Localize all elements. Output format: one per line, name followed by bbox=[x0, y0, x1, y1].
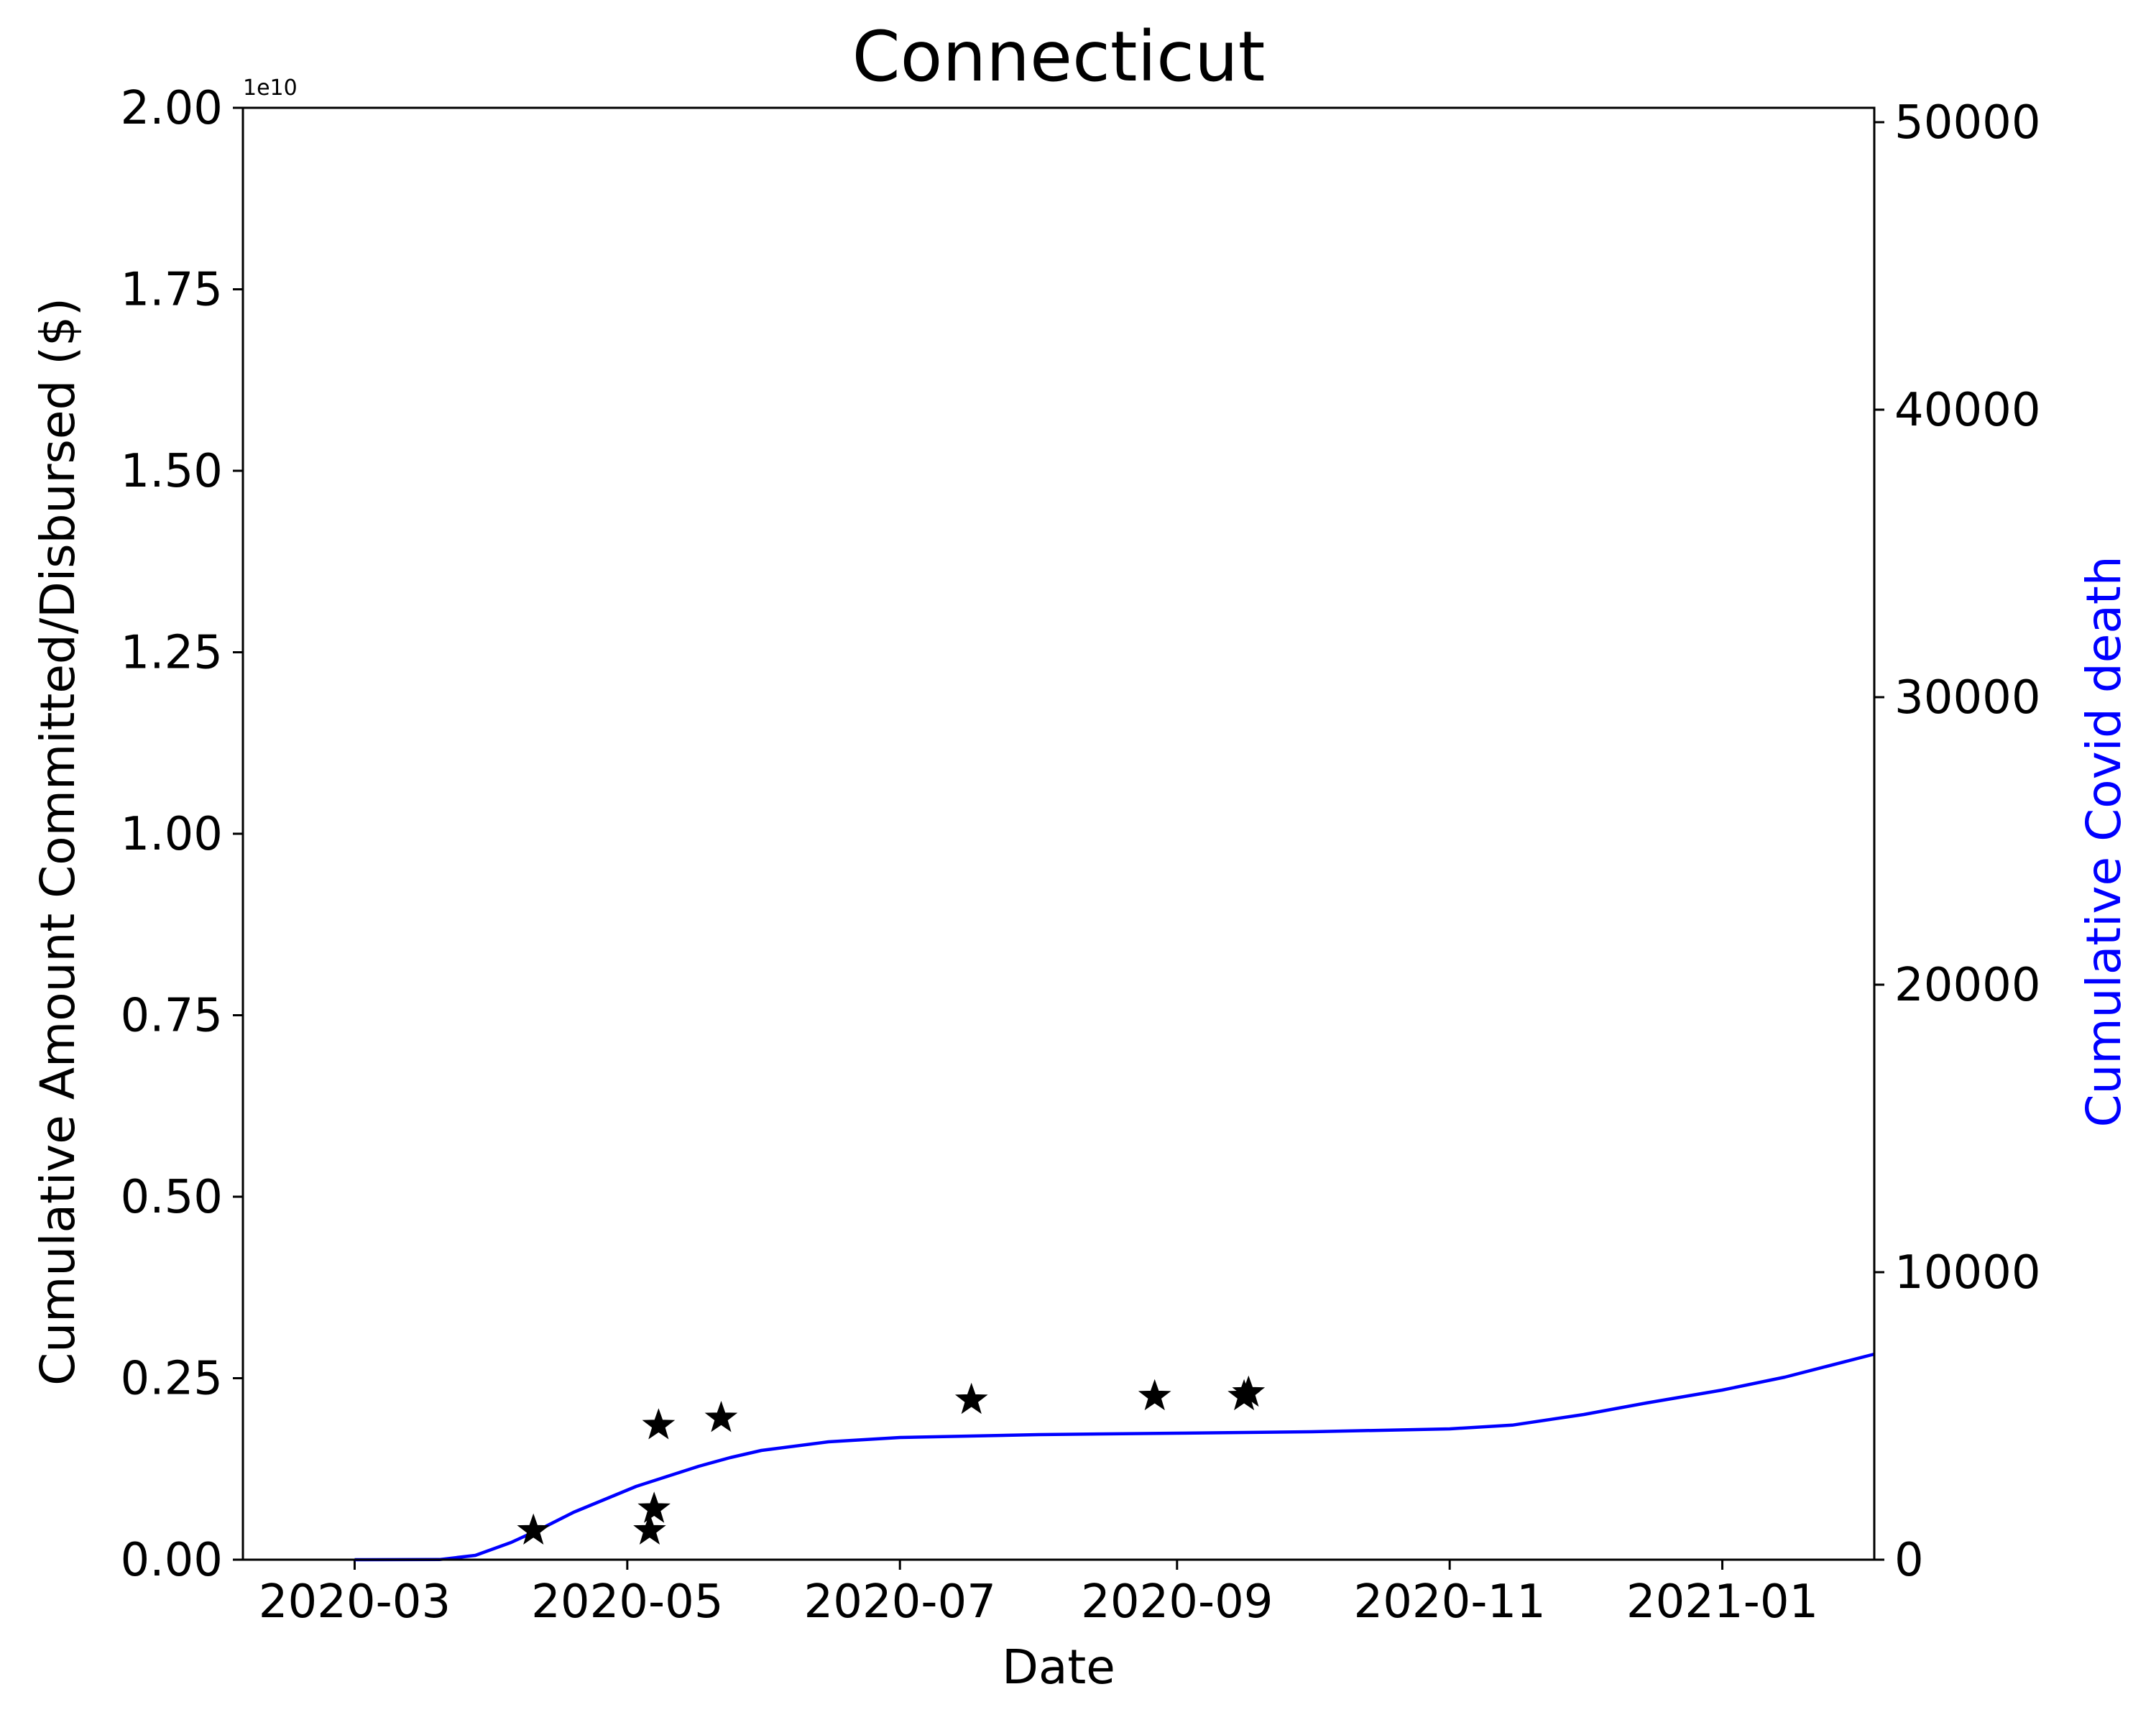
x-tick-label: 2020-05 bbox=[531, 1576, 723, 1629]
y-tick-label: 1.50 bbox=[121, 445, 224, 498]
x-tick-label: 2020-11 bbox=[1353, 1576, 1545, 1629]
star-marker bbox=[642, 1408, 676, 1440]
y-tick-label: 0.50 bbox=[121, 1171, 224, 1224]
y-tick-label: 0.25 bbox=[121, 1353, 224, 1406]
star-marker bbox=[637, 1491, 671, 1523]
y2-tick-label: 0 bbox=[1894, 1534, 1924, 1587]
star-marker bbox=[1138, 1379, 1171, 1411]
x-tick-label: 2020-09 bbox=[1081, 1576, 1273, 1629]
deaths-line bbox=[354, 1352, 1875, 1562]
y-tick-label: 0.75 bbox=[121, 990, 224, 1043]
star-marker bbox=[517, 1513, 550, 1545]
y2-tick-label: 50000 bbox=[1894, 96, 2041, 150]
y-tick-label: 1.25 bbox=[121, 627, 224, 680]
y-axis-label: Cumulative Amount Committed/Disbursed ($… bbox=[30, 298, 86, 1386]
x-tick-label: 2020-07 bbox=[804, 1576, 996, 1629]
y-tick-label: 1.00 bbox=[121, 808, 224, 861]
y-tick-label: 2.00 bbox=[121, 82, 224, 135]
y-offset-label: 1e10 bbox=[243, 75, 298, 101]
y2-tick-label: 40000 bbox=[1894, 384, 2041, 437]
x-tick-label: 2021-01 bbox=[1626, 1576, 1818, 1629]
y-tick-label: 0.00 bbox=[121, 1534, 224, 1587]
y2-tick-label: 10000 bbox=[1894, 1246, 2041, 1300]
y2-axis-label: Cumulative Covid death bbox=[2076, 556, 2132, 1127]
y2-tick-label: 20000 bbox=[1894, 959, 2041, 1012]
y2-tick-label: 30000 bbox=[1894, 671, 2041, 724]
star-marker bbox=[1232, 1375, 1266, 1407]
chart-title: Connecticut bbox=[852, 17, 1266, 97]
x-tick-label: 2020-03 bbox=[259, 1576, 451, 1629]
star-marker bbox=[954, 1382, 988, 1414]
plot-frame bbox=[241, 106, 1876, 1561]
star-marker bbox=[633, 1513, 666, 1545]
y-tick-label: 1.75 bbox=[121, 264, 224, 317]
x-axis-label: Date bbox=[1002, 1639, 1115, 1695]
star-marker bbox=[704, 1400, 738, 1432]
